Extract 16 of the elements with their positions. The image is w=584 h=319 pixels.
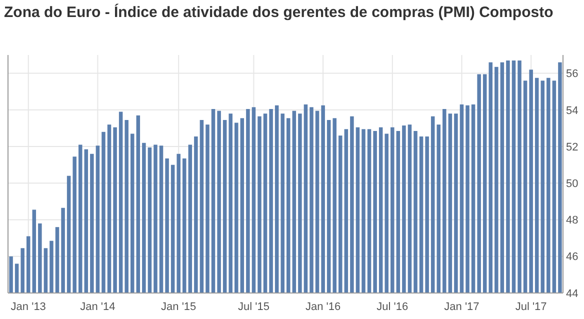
y-tick-label: 56	[566, 68, 578, 80]
y-tick-label: 46	[566, 251, 578, 264]
y-tick-label: 44	[566, 288, 578, 300]
x-tick-label: Jan '13	[10, 301, 46, 313]
x-tick-label: Jul '15	[238, 301, 270, 313]
x-tick-label: Jan '14	[80, 301, 116, 313]
x-tick-label: Jul '17	[515, 301, 547, 313]
x-tick-label: Jul '16	[376, 301, 408, 313]
x-tick-label: Jan '17	[444, 301, 480, 313]
chart-title: Zona do Euro - Índice de atividade dos gerentes de compras (PMI) Composto	[4, 3, 554, 21]
x-tick-label: Jan '15	[161, 301, 196, 313]
y-tick-label: 54	[566, 104, 578, 117]
x-tick-label: Jan '16	[305, 301, 341, 313]
y-tick-label: 52	[566, 141, 578, 154]
y-tick-label: 50	[566, 178, 578, 190]
y-tick-label: 48	[566, 214, 578, 227]
